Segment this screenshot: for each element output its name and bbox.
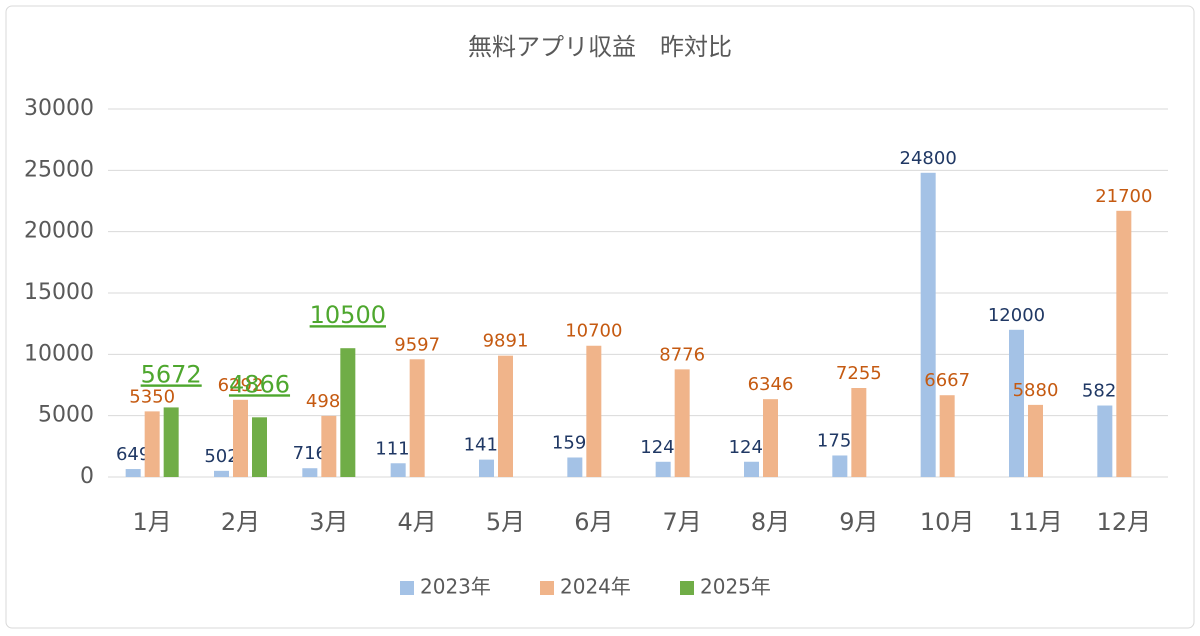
data-label: 5827 xyxy=(1082,381,1128,402)
bar xyxy=(1009,329,1024,477)
data-label: 1241 xyxy=(640,437,686,458)
chart-title: 無料アプリ収益 昨対比 xyxy=(468,33,732,61)
legend-label: 2025年 xyxy=(700,575,771,599)
y-tick-label: 30000 xyxy=(24,96,94,121)
bar xyxy=(832,455,848,477)
data-label: 9891 xyxy=(483,331,529,352)
bar xyxy=(1116,210,1132,477)
data-label: 7255 xyxy=(836,363,882,384)
data-label: 12000 xyxy=(988,305,1045,326)
bar xyxy=(390,463,406,477)
x-tick-label: 6月 xyxy=(574,508,613,536)
x-tick-label: 9月 xyxy=(839,508,878,536)
bar xyxy=(851,388,867,477)
bar xyxy=(163,407,179,477)
bar xyxy=(302,468,318,477)
data-label: 24800 xyxy=(900,148,957,169)
data-label: 1119 xyxy=(375,438,421,459)
x-tick-label: 4月 xyxy=(398,508,437,536)
data-label: 5880 xyxy=(1013,380,1059,401)
x-tick-label: 8月 xyxy=(751,508,790,536)
y-tick-label: 15000 xyxy=(24,280,94,305)
data-label: 10500 xyxy=(310,301,386,329)
data-label: 6292 xyxy=(218,375,264,396)
legend-label: 2023年 xyxy=(420,575,491,599)
x-tick-label: 1月 xyxy=(133,508,172,536)
bar xyxy=(655,461,671,477)
legend-label: 2024年 xyxy=(560,575,631,599)
bar xyxy=(321,415,337,477)
bar xyxy=(340,348,356,477)
x-tick-label: 5月 xyxy=(486,508,525,536)
x-tick-label: 2月 xyxy=(221,508,260,536)
legend-swatch xyxy=(540,581,554,595)
legend-swatch xyxy=(680,581,694,595)
bar xyxy=(125,469,141,477)
data-label: 4866 xyxy=(229,370,290,398)
bar xyxy=(233,399,248,477)
bar xyxy=(409,359,425,477)
data-label: 10700 xyxy=(565,321,622,342)
data-label: 5672 xyxy=(141,360,202,388)
bar xyxy=(920,172,936,477)
data-label: 5350 xyxy=(129,386,175,407)
bar xyxy=(567,457,583,477)
x-tick-label: 7月 xyxy=(663,508,702,536)
data-label: 1417 xyxy=(464,435,510,456)
data-label: 1590 xyxy=(552,432,598,453)
data-label: 6346 xyxy=(748,374,794,395)
data-label: 8776 xyxy=(659,344,705,365)
x-tick-label: 3月 xyxy=(309,508,348,536)
data-label: 6667 xyxy=(924,370,970,391)
data-label: 1243 xyxy=(729,437,775,458)
bar xyxy=(252,417,267,477)
x-tick-label: 11月 xyxy=(1008,508,1063,536)
x-tick-label: 10月 xyxy=(920,508,975,536)
y-tick-label: 10000 xyxy=(24,341,94,366)
bar xyxy=(1028,404,1043,477)
data-label: 1755 xyxy=(817,430,863,451)
bar xyxy=(1097,405,1113,477)
data-label: 716 xyxy=(293,443,327,464)
bar xyxy=(586,345,602,477)
bar xyxy=(144,411,160,477)
bar xyxy=(939,395,955,477)
data-label: 502 xyxy=(204,446,238,467)
data-label: 9597 xyxy=(394,334,440,355)
y-tick-label: 0 xyxy=(80,464,94,489)
bar xyxy=(744,461,759,477)
bar xyxy=(214,470,229,477)
y-tick-label: 20000 xyxy=(24,219,94,244)
bar xyxy=(498,355,513,477)
bar xyxy=(674,369,690,477)
data-label: 649 xyxy=(116,444,150,465)
y-tick-label: 25000 xyxy=(24,157,94,182)
legend-swatch xyxy=(400,581,414,595)
data-label: 21700 xyxy=(1095,186,1152,207)
bar xyxy=(479,459,494,477)
data-label: 4983 xyxy=(306,391,352,412)
y-tick-label: 5000 xyxy=(38,403,94,428)
x-tick-label: 12月 xyxy=(1097,508,1152,536)
bar xyxy=(763,399,778,477)
